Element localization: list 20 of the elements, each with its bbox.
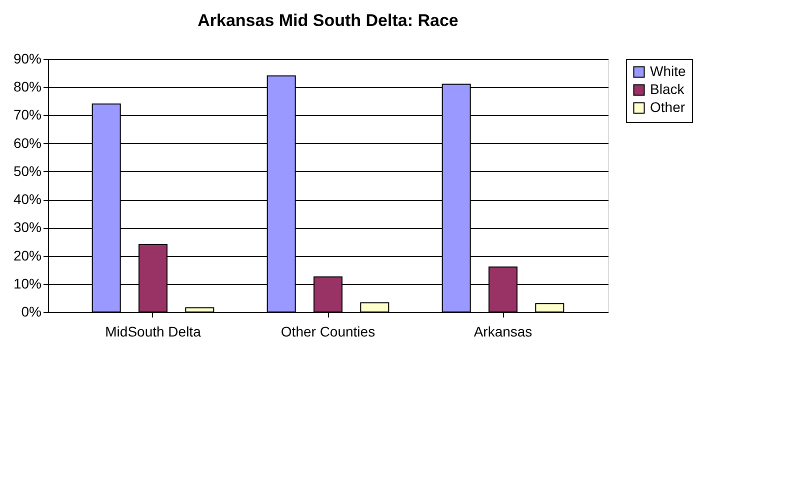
legend-label: Black: [650, 81, 686, 97]
legend-label: Other: [650, 99, 686, 115]
x-tick-label: MidSouth Delta: [105, 324, 202, 340]
bar: [360, 302, 390, 312]
bar: [535, 303, 564, 312]
bar: [185, 307, 214, 312]
x-tick-label: Other Counties: [280, 324, 376, 340]
y-tick-label: 20%: [13, 247, 42, 264]
y-tick-label: 80%: [13, 78, 42, 95]
y-tick-label: 60%: [13, 134, 42, 151]
chart-title: Arkansas Mid South Delta: Race: [198, 11, 458, 30]
y-tick-label: 30%: [13, 219, 42, 236]
x-tick-label: Arkansas: [474, 324, 532, 340]
y-tick-label: 90%: [13, 50, 42, 66]
y-tick-label: 70%: [13, 106, 42, 123]
y-tick-label: 50%: [13, 162, 42, 179]
y-tick-label: 10%: [13, 275, 42, 292]
y-tick-label: 0%: [21, 304, 42, 320]
y-tick-label: 40%: [13, 191, 42, 208]
legend-label: White: [650, 63, 686, 79]
